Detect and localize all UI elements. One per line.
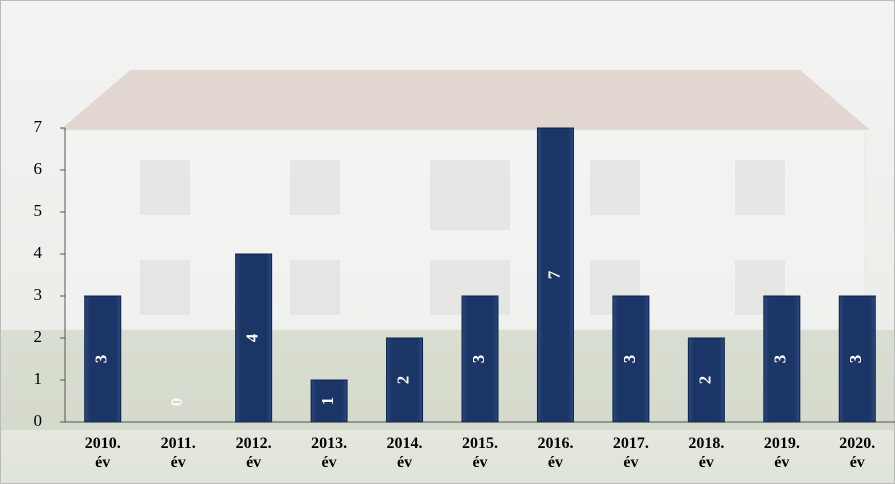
bar: [763, 295, 801, 423]
value-label: 4: [243, 333, 262, 342]
value-label: 7: [544, 270, 563, 279]
x-tick-label: 2011. év: [160, 435, 196, 471]
y-tick-label: 4: [34, 243, 43, 262]
bar: [461, 295, 499, 423]
x-tick-label: 2012. év: [235, 435, 272, 471]
y-tick-label: 7: [34, 117, 43, 136]
value-label: 3: [92, 355, 111, 364]
value-label: 2: [695, 376, 714, 385]
value-label: 2: [393, 376, 412, 385]
x-tick-label: 2019. év: [763, 435, 800, 471]
x-tick-label: 2010. év: [84, 435, 121, 471]
x-tick-label: 2013. év: [311, 435, 348, 471]
x-tick-label: 2020. év: [839, 435, 876, 471]
bar: [687, 337, 725, 423]
x-tick-label: 2017. év: [612, 435, 649, 471]
y-tick-label: 2: [34, 327, 43, 346]
x-tick-label: 2015. év: [462, 435, 498, 471]
bar: [386, 337, 424, 423]
value-label: 3: [846, 355, 865, 364]
value-label: 3: [620, 355, 639, 364]
bar: [310, 379, 348, 423]
bar: [536, 127, 574, 423]
value-label: 3: [771, 355, 790, 364]
value-label: 1: [318, 397, 337, 406]
bar: [235, 253, 273, 423]
x-tick-label: 2018. év: [688, 435, 725, 471]
bar: [612, 295, 650, 423]
value-label: 0: [167, 398, 186, 407]
value-label: 3: [469, 355, 488, 364]
x-tick-label: 2016. év: [537, 435, 574, 471]
y-tick-label: 6: [34, 159, 43, 178]
bar: [838, 295, 876, 423]
x-tick-label: 2014. év: [386, 435, 423, 471]
y-tick-label: 5: [34, 201, 43, 220]
bar: [84, 295, 122, 423]
y-tick-label: 3: [34, 285, 43, 304]
y-tick-label: 1: [34, 369, 43, 388]
background-building: [0, 70, 895, 430]
y-tick-label: 0: [34, 411, 43, 430]
